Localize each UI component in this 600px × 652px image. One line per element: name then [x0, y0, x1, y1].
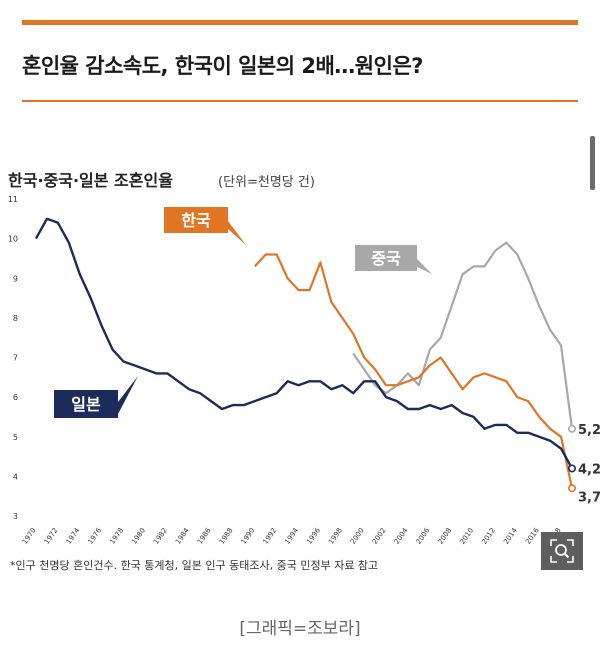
y-tick-label: 6 — [13, 393, 18, 402]
source-note: *인구 천명당 혼인건수. 한국 통계청, 일본 인구 동태조사, 중국 민정부… — [10, 558, 378, 572]
x-tick-label: 1986 — [196, 526, 213, 546]
x-tick-label: 2010 — [458, 527, 475, 546]
series-tag-label: 한국 — [181, 211, 211, 230]
scrollbar[interactable] — [590, 136, 595, 190]
end-value-label-japan: 4,2 — [578, 462, 600, 477]
x-tick-label: 1990 — [240, 527, 257, 546]
y-tick-label: 9 — [13, 274, 18, 283]
y-tick-label: 10 — [8, 235, 18, 244]
x-tick-label: 1992 — [262, 527, 279, 546]
x-tick-label: 1998 — [327, 527, 344, 546]
series-tag-korea: 한국 — [164, 207, 246, 245]
tag-box — [355, 245, 417, 271]
x-tick-label: 1972 — [43, 527, 60, 546]
y-tick-label: 5 — [13, 433, 18, 442]
series-line-china — [352, 241, 574, 429]
x-axis: 1970 1972 1974 1976 1978 1980 1982 1984 1986 1988… — [21, 526, 563, 546]
x-tick-label: 1982 — [152, 527, 169, 546]
x-tick-label: 2004 — [393, 526, 410, 546]
x-tick-label: 1976 — [86, 526, 103, 546]
x-tick-label: 2002 — [371, 527, 388, 546]
x-tick-label: 1970 — [21, 527, 38, 546]
tag-pointer — [417, 259, 432, 274]
y-tick-label: 4 — [13, 472, 18, 481]
x-tick-label: 1994 — [283, 526, 300, 546]
zoom-magnifier-icon — [550, 539, 574, 563]
x-tick-label: 2014 — [502, 526, 519, 546]
article-headline: 혼인율 감소속도, 한국이 일본의 2배…원인은? — [22, 54, 423, 78]
x-tick-label: 1996 — [305, 526, 322, 546]
top-accent-rule — [22, 20, 578, 25]
end-value-label-china: 5,2 — [578, 423, 600, 438]
x-tick-label: 2012 — [480, 527, 497, 546]
x-tick-label: 2006 — [415, 526, 432, 546]
x-tick-label: 1988 — [218, 527, 235, 546]
x-tick-label: 1984 — [174, 526, 191, 546]
graphic-credit: [그래픽=조보라] — [239, 619, 361, 639]
series-line-korea — [253, 253, 574, 489]
y-tick-label: 8 — [13, 314, 18, 323]
end-value-label-korea: 3,7 — [578, 490, 600, 505]
x-tick-label: 1978 — [108, 527, 125, 546]
x-tick-label: 2000 — [349, 527, 366, 546]
headline-divider — [22, 100, 578, 102]
end-labels: 4,2 3,7 5,2 — [567, 423, 600, 505]
x-tick-label: 1980 — [130, 527, 147, 546]
series-tag-label: 중국 — [371, 249, 401, 268]
x-tick-label: 1974 — [65, 526, 82, 546]
series-line-japan — [34, 217, 574, 469]
x-tick-label: 2016 — [524, 526, 541, 546]
tag-box — [164, 207, 228, 233]
series-tag-label: 일본 — [71, 395, 101, 414]
end-marker-japan — [567, 464, 576, 473]
marriage-rate-chart: 한국·중국·일본 조혼인율 (단위=천명당 건) 3 4 5 6 7 8 9 10 11 197… — [8, 171, 600, 572]
end-marker-china — [567, 424, 576, 433]
chart-title: 한국·중국·일본 조혼인율 — [8, 171, 173, 190]
series-lines — [34, 217, 574, 489]
tag-box — [54, 390, 118, 418]
chart-unit-label: (단위=천명당 건) — [218, 175, 315, 190]
y-tick-label: 7 — [13, 354, 18, 363]
y-tick-label: 11 — [8, 195, 18, 204]
series-tag-china: 중국 — [355, 245, 432, 274]
tag-pointer — [118, 376, 138, 414]
tag-pointer — [228, 221, 246, 245]
end-marker-korea — [567, 484, 576, 493]
y-tick-label: 3 — [13, 512, 18, 521]
series-tag-japan: 일본 — [54, 376, 138, 418]
y-axis: 3 4 5 6 7 8 9 10 11 — [8, 195, 18, 521]
zoom-button[interactable] — [541, 532, 583, 570]
x-tick-label: 2008 — [437, 527, 454, 546]
